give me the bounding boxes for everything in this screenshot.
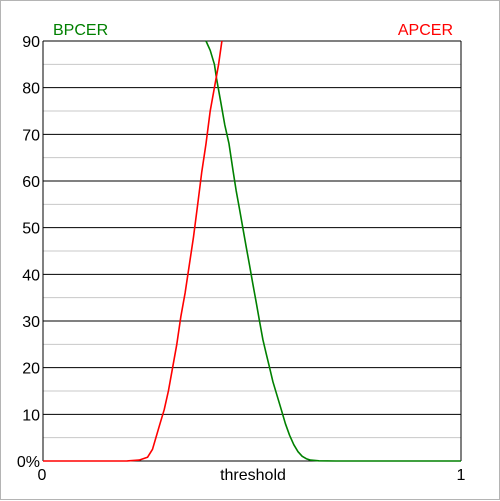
y-tick-label: 40 xyxy=(22,267,40,284)
apcer-legend-label: APCER xyxy=(398,22,453,39)
y-tick-label: 90 xyxy=(22,34,40,51)
y-tick-label: 0% xyxy=(17,454,40,471)
x-axis-label: threshold xyxy=(220,467,286,484)
series-lines xyxy=(43,40,461,462)
y-axis-ticks: 0% 10 20 30 40 50 60 70 80 90 xyxy=(17,34,40,471)
y-tick-label: 20 xyxy=(22,361,40,378)
bpcer-line xyxy=(205,40,461,462)
apcer-line xyxy=(43,40,223,462)
bpcer-legend-label: BPCER xyxy=(53,22,108,39)
x-tick-label: 0 xyxy=(38,467,47,484)
y-tick-label: 50 xyxy=(22,221,40,238)
grid xyxy=(43,40,461,439)
y-tick-label: 60 xyxy=(22,174,40,191)
x-tick-label: 1 xyxy=(457,467,466,484)
y-tick-label: 10 xyxy=(22,407,40,424)
y-tick-label: 80 xyxy=(22,81,40,98)
y-tick-label: 70 xyxy=(22,127,40,144)
legend: BPCER APCER xyxy=(53,22,453,39)
y-tick-label: 30 xyxy=(22,314,40,331)
